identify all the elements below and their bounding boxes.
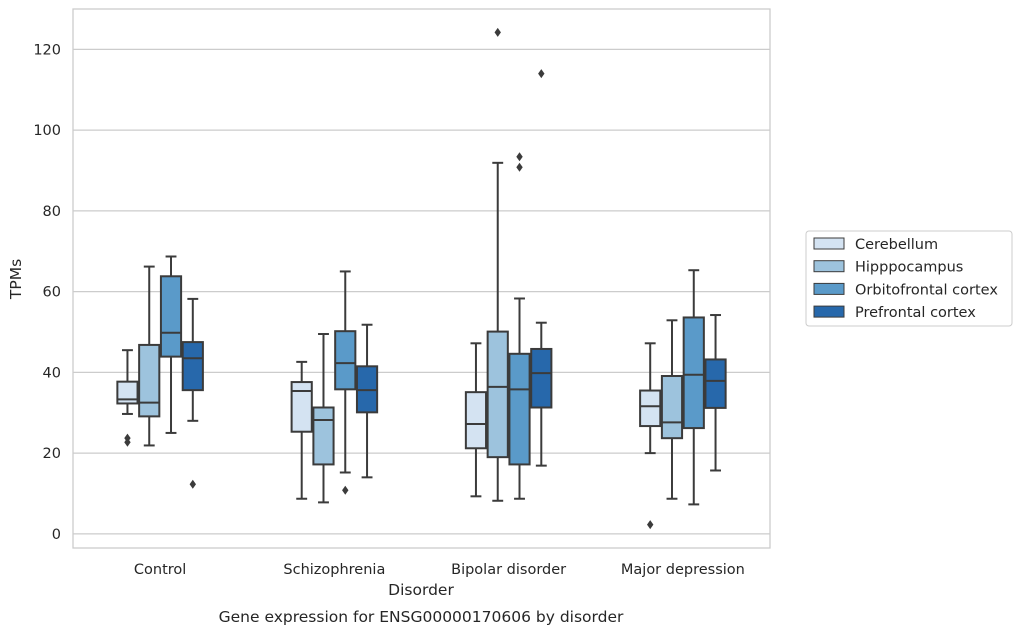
box-iqr	[639, 389, 662, 428]
box-group	[312, 333, 335, 504]
y-axis-label: TPMs	[7, 259, 25, 300]
box-iqr	[682, 316, 705, 430]
y-tick-label: 40	[43, 365, 61, 381]
box-iqr	[464, 391, 488, 450]
outlier-point	[342, 485, 349, 495]
legend-frame	[805, 230, 1013, 327]
box-group	[290, 360, 313, 500]
outlier-point	[538, 69, 545, 79]
boxes	[116, 27, 727, 530]
outlier-point	[516, 152, 523, 162]
box-group	[334, 270, 357, 495]
outlier-point	[189, 479, 196, 489]
outlier-point	[516, 162, 523, 172]
box-group	[639, 342, 662, 530]
box-iqr	[508, 352, 531, 466]
legend-label: Cerebellum	[855, 237, 938, 253]
box-iqr	[660, 375, 684, 440]
outlier-point	[494, 27, 501, 37]
x-tick-label: Schizophrenia	[283, 562, 385, 578]
legend-label: Hipppocampus	[855, 260, 963, 276]
legend-item: Hipppocampus	[813, 260, 963, 276]
box-group	[486, 27, 509, 502]
y-tick-label: 120	[33, 42, 61, 58]
plot-frame	[72, 8, 771, 549]
legend-swatch	[813, 305, 845, 318]
y-tick-label: 60	[43, 285, 61, 301]
x-tick-label: Bipolar disorder	[451, 562, 566, 578]
y-tick-label: 100	[33, 123, 61, 139]
box-group	[138, 265, 161, 447]
box-iqr	[486, 330, 509, 459]
y-tick-label: 20	[43, 446, 61, 462]
box-iqr	[290, 381, 313, 433]
box-group	[159, 255, 183, 434]
legend-item: Orbitofrontal cortex	[813, 282, 998, 298]
legend-label: Orbitofrontal cortex	[855, 282, 998, 298]
legend-swatch	[813, 237, 845, 250]
box-group	[464, 342, 488, 498]
box-iqr	[312, 406, 335, 466]
x-tick-label: Major depression	[621, 562, 745, 578]
legend-item: Cerebellum	[813, 237, 938, 253]
outlier-point	[647, 520, 654, 530]
legend-swatch	[813, 260, 845, 273]
box-iqr	[530, 347, 553, 409]
legend-item: Prefrontal cortex	[813, 305, 976, 321]
x-axis-label: Disorder	[388, 581, 454, 599]
box-iqr	[116, 380, 139, 405]
box-group	[530, 69, 553, 467]
legend-label: Prefrontal cortex	[855, 305, 976, 321]
legend-swatch	[813, 282, 845, 295]
box-iqr	[181, 341, 204, 392]
x-tick-label: Control	[134, 562, 186, 578]
box-group	[181, 297, 204, 489]
box-group	[682, 269, 705, 506]
box-group	[704, 314, 727, 472]
x-axis-ticks: Control Schizophrenia Bipolar disorder Majo…	[134, 562, 745, 578]
box-group	[355, 323, 379, 479]
legend: Cerebellum Hipppocampus Orbitofrontal cort…	[805, 230, 1013, 327]
y-axis-ticks: 0 20 40 60 80 100 120	[33, 42, 61, 542]
box-group	[116, 349, 139, 447]
outlier-point	[124, 433, 131, 443]
box-iqr	[334, 330, 357, 391]
box-iqr	[704, 358, 727, 409]
box-iqr	[159, 275, 183, 358]
box-group	[508, 152, 531, 500]
chart-caption: Gene expression for ENSG00000170606 by d…	[219, 608, 624, 626]
y-tick-label: 80	[43, 204, 61, 220]
y-tick-label: 0	[52, 527, 61, 543]
box-group	[660, 319, 684, 500]
box-iqr	[138, 343, 161, 418]
